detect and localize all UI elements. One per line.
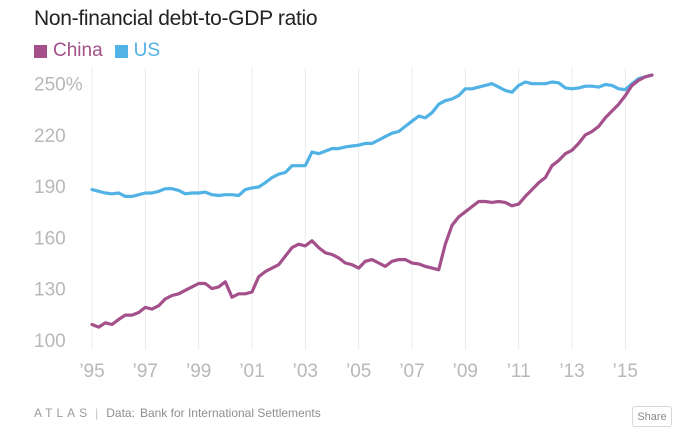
legend: China US xyxy=(34,40,172,62)
chart-title: Non-financial debt-to-GDP ratio xyxy=(34,7,318,30)
series-line-us xyxy=(90,73,654,198)
legend-label-us: US xyxy=(133,40,161,61)
x-tick-label: ’13 xyxy=(559,361,584,382)
x-tick-label: ’03 xyxy=(293,361,318,382)
legend-item-us: US xyxy=(114,40,161,62)
line-chart: 100 130 160 190 220 250% ’95 ’97 ’99 ’01 ’03 ’05 ’0… xyxy=(34,68,654,382)
legend-swatch-us xyxy=(114,44,128,58)
legend-swatch-china xyxy=(34,44,47,58)
x-tick-label: ’15 xyxy=(613,361,638,382)
x-tick-label: ’97 xyxy=(133,361,158,382)
y-tick-label: 160 xyxy=(34,228,66,249)
footer: ATLAS | Data: Bank for International Set… xyxy=(34,406,321,420)
x-tick-label: ’09 xyxy=(453,361,478,382)
x-tick-label: ’07 xyxy=(399,361,424,382)
y-tick-label: 130 xyxy=(34,280,66,301)
atlas-logo: ATLAS xyxy=(34,406,92,420)
y-tick-label: 190 xyxy=(34,177,66,198)
source-label: Data: xyxy=(106,406,135,420)
x-tick-label: ’01 xyxy=(239,361,264,382)
legend-label-china: China xyxy=(53,40,103,61)
footer-separator: | xyxy=(95,406,99,420)
x-tick-label: ’05 xyxy=(346,361,371,382)
x-tick-label: ’11 xyxy=(507,361,531,382)
legend-item-china: China xyxy=(34,40,103,62)
x-tick-label: ’99 xyxy=(186,361,211,382)
share-button[interactable]: Share xyxy=(632,406,672,427)
series-line-china xyxy=(90,73,654,329)
y-tick-label: 250% xyxy=(34,75,83,96)
source-text: Bank for International Settlements xyxy=(139,406,321,420)
y-tick-label: 100 xyxy=(34,331,66,352)
x-tick-label: ’95 xyxy=(79,361,104,382)
y-tick-label: 220 xyxy=(34,126,66,147)
